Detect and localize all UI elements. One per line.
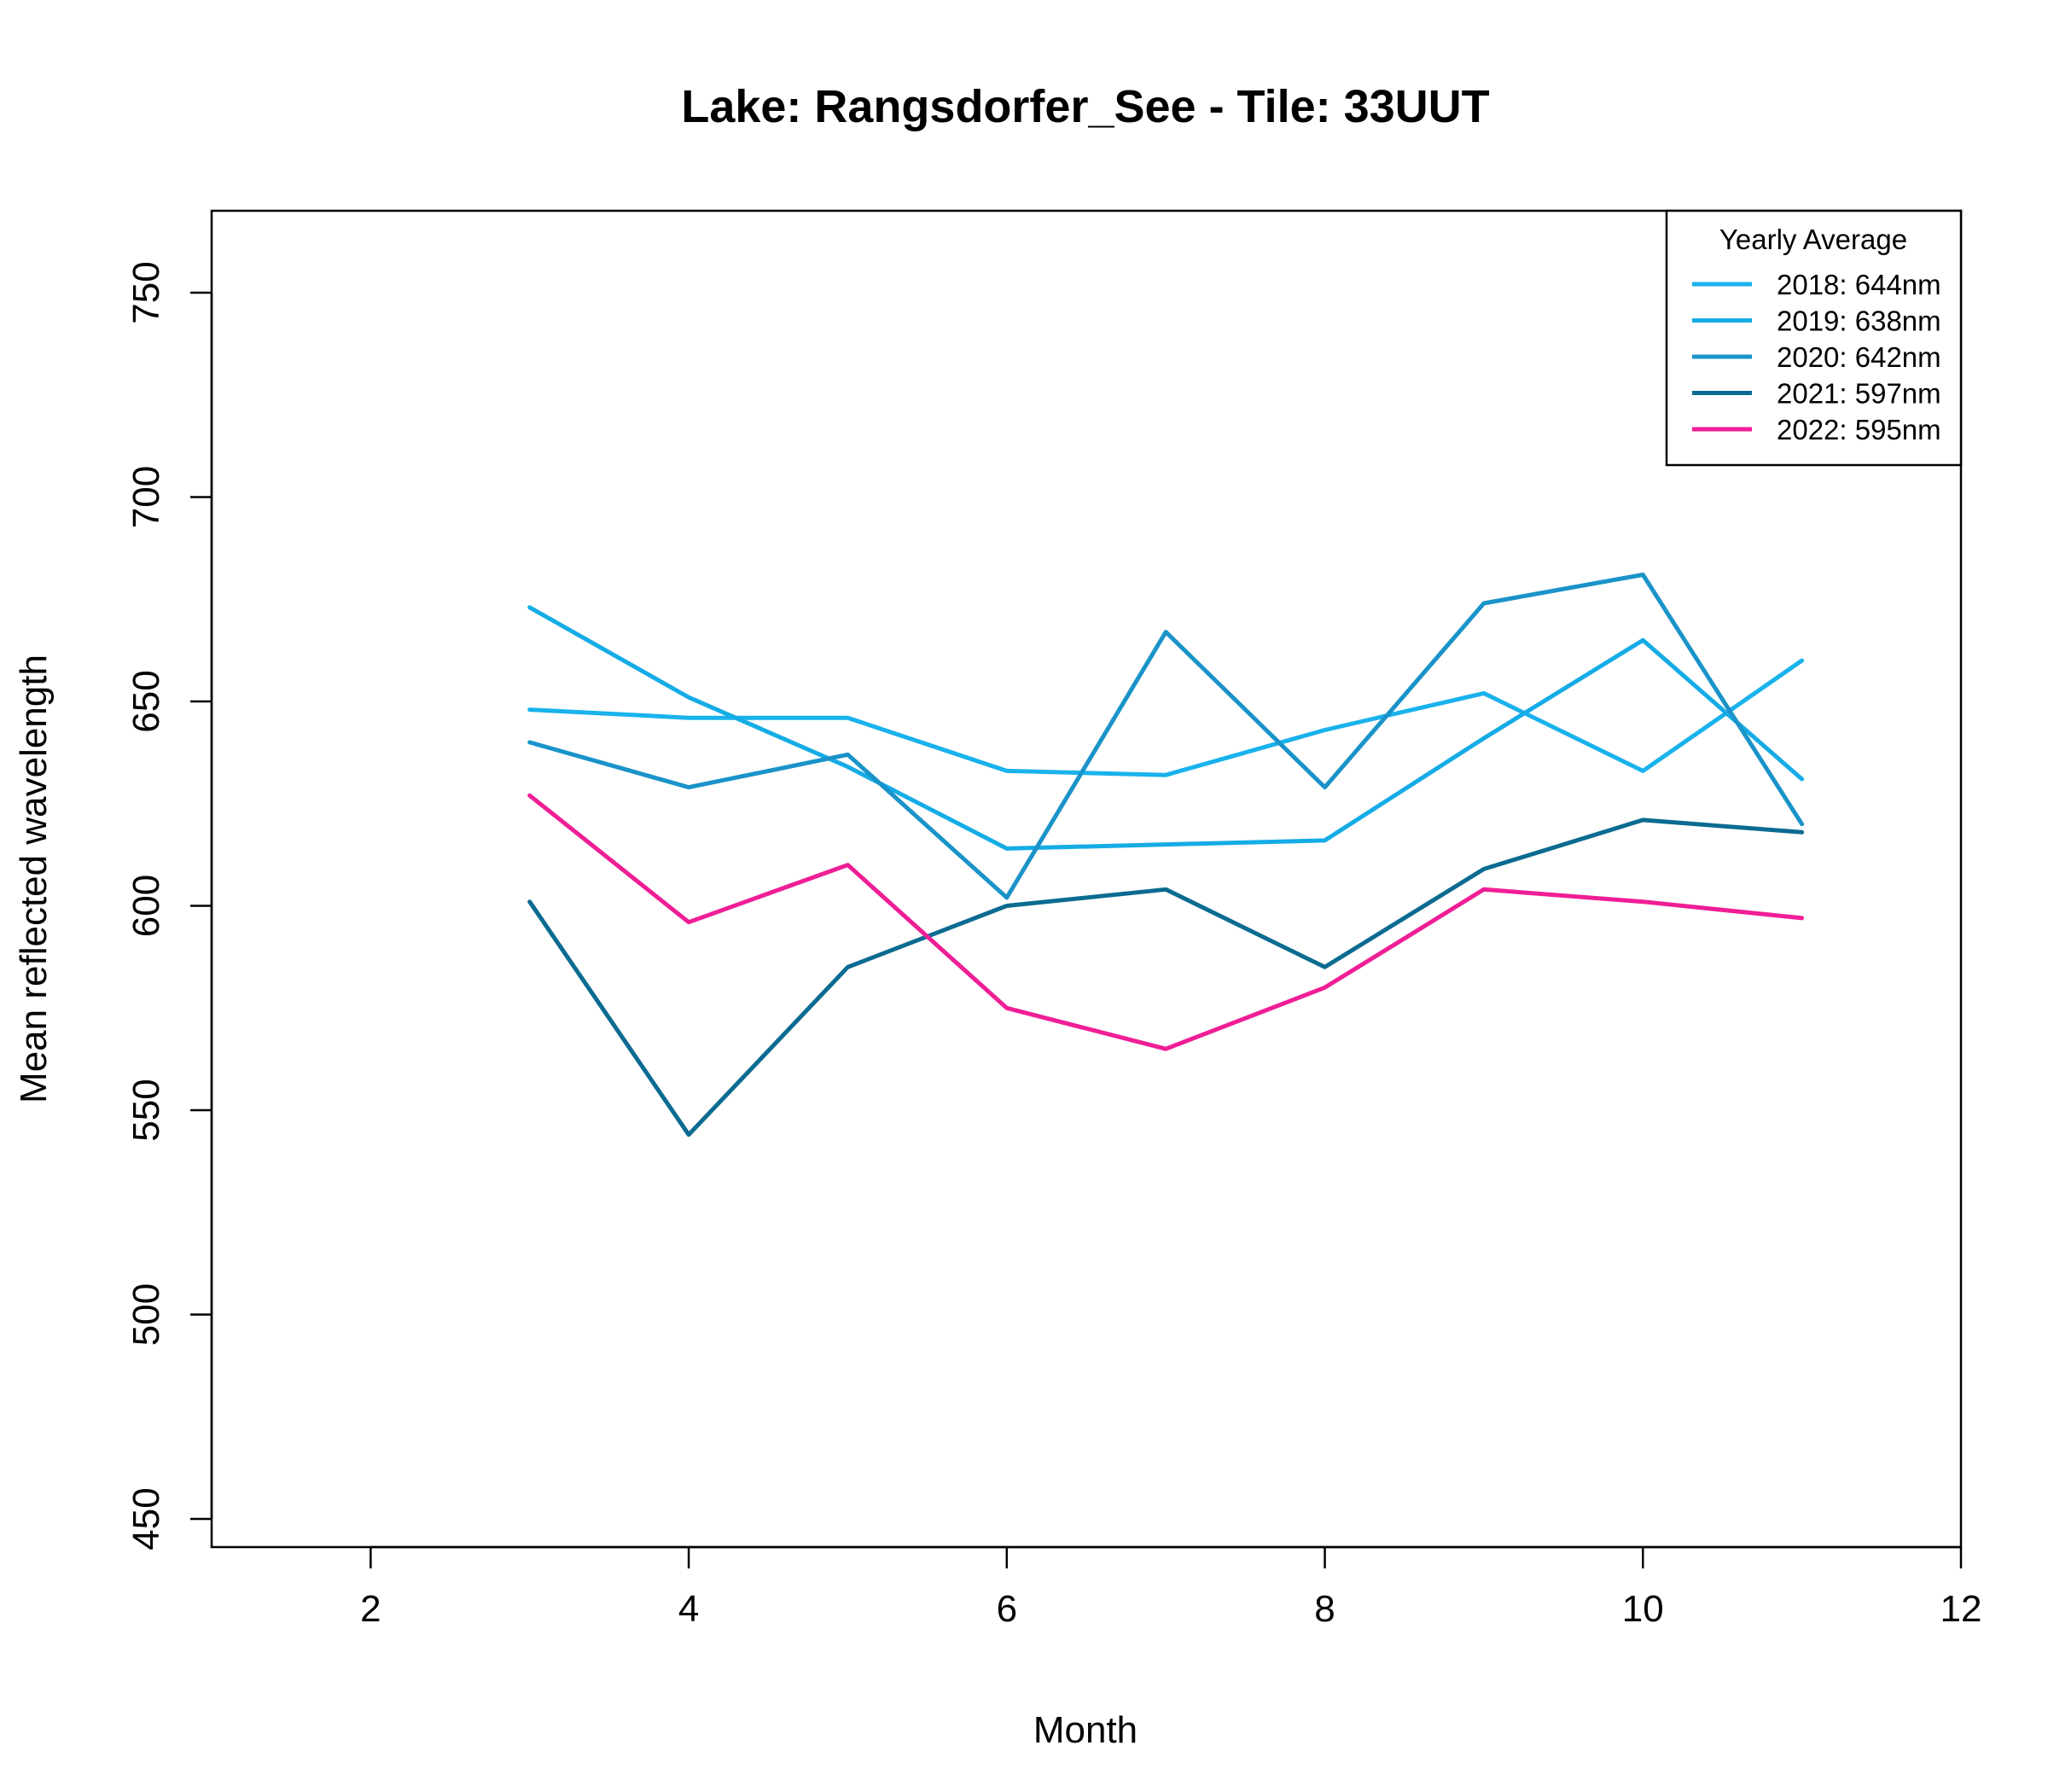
legend-title: Yearly Average — [1719, 224, 1907, 255]
legend-items: 2018: 644nm 2019: 638nm 2020: 642nm 2021: 5… — [1692, 269, 1941, 445]
x-tick-label: 10 — [1622, 1588, 1664, 1630]
legend-box — [1665, 209, 1963, 467]
series-line-3 — [527, 817, 1805, 1137]
legend-entry-label: 2021: 597nm — [1777, 378, 1941, 410]
x-axis-label: Month — [1033, 1709, 1137, 1751]
y-tick-label: 550 — [125, 1079, 167, 1141]
y-tick-label: 600 — [125, 875, 167, 937]
legend-entry-label: 2020: 642nm — [1777, 341, 1941, 373]
y-tick-label: 750 — [125, 261, 167, 323]
y-axis: 450 500 550 600 650 700 750 — [125, 261, 213, 1551]
series-line-4 — [527, 793, 1805, 1051]
y-tick-label: 700 — [125, 466, 167, 528]
y-tick-label: 500 — [125, 1283, 167, 1346]
series-layer — [527, 573, 1805, 1137]
series-line-1 — [527, 605, 1805, 851]
legend: Yearly Average 2018: 644nm 2019: 638nm 202… — [1665, 209, 1963, 467]
legend-entry-label: 2022: 595nm — [1777, 414, 1941, 445]
y-axis-label: Mean reflected wavelength — [13, 655, 55, 1103]
y-tick-label: 450 — [125, 1487, 167, 1550]
legend-entry-label: 2018: 644nm — [1777, 269, 1941, 300]
x-tick-label: 4 — [678, 1588, 699, 1630]
x-tick-label: 8 — [1314, 1588, 1335, 1630]
y-tick-label: 650 — [125, 670, 167, 732]
chart-title: Lake: Rangsdorfer_See - Tile: 33UUT — [681, 81, 1489, 132]
x-tick-label: 12 — [1940, 1588, 1982, 1630]
series-line-0 — [527, 658, 1805, 777]
series-line-2 — [527, 573, 1805, 900]
x-axis: 2 4 6 8 10 12 — [360, 1545, 1982, 1630]
legend-entry-label: 2019: 638nm — [1777, 305, 1941, 337]
x-tick-label: 6 — [997, 1588, 1017, 1630]
x-tick-label: 2 — [360, 1588, 381, 1630]
